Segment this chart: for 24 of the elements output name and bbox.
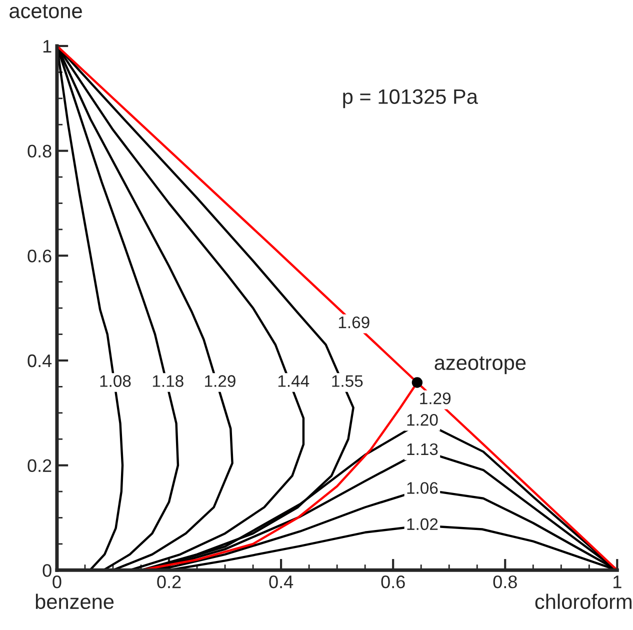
- y-tick-label: 0: [42, 564, 52, 577]
- x-axis-title: chloroform: [535, 594, 632, 610]
- text: benzene: [36, 594, 114, 610]
- annotation: azeotrope: [434, 356, 526, 374]
- x-tick-label: 0.4: [269, 575, 294, 588]
- y-tick-label: 0.6: [28, 250, 52, 262]
- y-tick-label: 0.4: [28, 354, 52, 368]
- annotation: 1.18: [152, 375, 184, 387]
- y-tick-label: 0.8: [28, 144, 52, 158]
- annotation: p = 101325 Pa: [343, 89, 478, 108]
- annotation: 1.55: [332, 375, 363, 387]
- y-axis-title: acetone: [10, 4, 82, 18]
- x-tick-label: 0.8: [493, 575, 517, 588]
- y-tick-label: 0.2: [28, 459, 52, 472]
- annotation: 1.44: [278, 375, 310, 387]
- y-tick-label: 1: [43, 40, 52, 53]
- annotation: 1.29: [205, 375, 236, 387]
- x-tick-label: 1: [614, 576, 622, 588]
- annotation: 1.29: [420, 392, 451, 404]
- x-tick-label: 0: [52, 575, 62, 588]
- x-tick-label: 0.6: [381, 575, 405, 588]
- annotation: 1.08: [100, 375, 131, 387]
- x-tick-label: 0.2: [157, 575, 181, 588]
- annotation: 1.69: [338, 316, 370, 328]
